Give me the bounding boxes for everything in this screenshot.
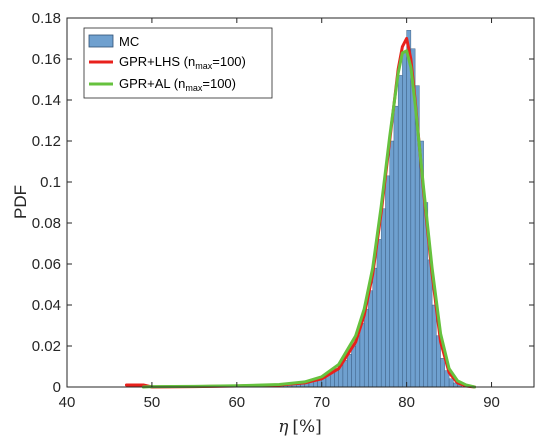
legend-label-gpr-lhs: GPR+LHS (nmax=100): [119, 54, 246, 71]
histogram-bar: [448, 378, 454, 388]
histogram-bar: [402, 52, 407, 388]
y-axis-label: PDF: [11, 185, 30, 219]
histogram-bar: [431, 304, 437, 388]
x-axis-symbol: η: [278, 417, 289, 437]
series-lines: [124, 37, 477, 389]
legend: MC GPR+LHS (nmax=100) GPR+AL (nmax=100): [83, 27, 273, 99]
y-tick-label: 0.16: [32, 51, 61, 68]
y-tick-label: 0.08: [32, 215, 61, 232]
x-tick-label: 40: [59, 394, 76, 411]
plot-frame: [66, 17, 535, 388]
legend-label-mc: MC: [119, 34, 139, 49]
x-tick-label: 80: [398, 394, 415, 411]
y-tick-label: 0.18: [32, 10, 61, 27]
legend-swatch-mc: [88, 34, 114, 48]
histogram-bar: [363, 308, 369, 388]
x-tick-label: 50: [144, 394, 161, 411]
x-tick-label: 70: [313, 394, 330, 411]
histogram-bar: [440, 358, 446, 388]
histogram-bar: [351, 345, 356, 388]
histogram-bar: [406, 30, 412, 388]
histogram-bar: [393, 105, 399, 388]
x-tick-label: 90: [483, 394, 500, 411]
histogram-bar: [372, 267, 378, 388]
y-tick-label: 0.02: [32, 338, 61, 355]
histogram-bar: [359, 323, 365, 388]
histogram-bars: [262, 30, 463, 388]
y-tick-label: 0.14: [32, 92, 61, 109]
y-axis-ticks: 0 0.02 0.04 0.06 0.08 0.1 0.12 0.14 0.16 0.18: [32, 10, 534, 396]
x-axis-ticks: 40 50 60 70 80 90: [59, 18, 500, 411]
y-tick-label: 0.04: [32, 297, 61, 314]
histogram-bar: [389, 140, 395, 388]
histogram-bar: [342, 360, 348, 388]
legend-label-gpr-al: GPR+AL (nmax=100): [119, 76, 236, 93]
x-axis-unit: [%]: [292, 417, 321, 437]
y-tick-label: 0.12: [32, 133, 61, 150]
histogram-bar: [380, 208, 386, 388]
y-tick-label: 0.1: [40, 174, 61, 191]
histogram-bar: [347, 354, 352, 388]
y-tick-label: 0.06: [32, 256, 61, 273]
x-axis-label: η [%]: [278, 417, 322, 437]
histogram-bar: [368, 290, 373, 388]
histogram-bar: [376, 239, 382, 388]
histogram-bar: [385, 175, 390, 388]
y-tick-label: 0: [53, 379, 61, 396]
x-tick-label: 60: [228, 394, 245, 411]
histogram-bar: [397, 75, 403, 388]
legend-box: [83, 27, 273, 99]
series-line-gpr-al: [141, 49, 477, 389]
